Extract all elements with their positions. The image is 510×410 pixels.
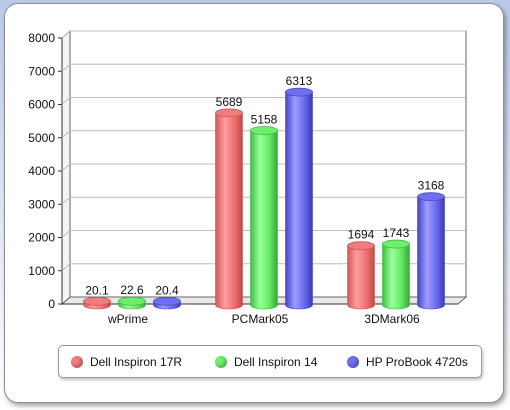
- legend-swatch-series-1: [71, 356, 83, 368]
- grid-lines: [61, 30, 466, 272]
- x-axis-ticks: wPrime PCMark05 3DMark06: [107, 312, 420, 326]
- y-axis-ticks: 0 1000 2000 3000 4000 5000 6000 7000 8000: [28, 31, 62, 311]
- bar-value-label: 20.1: [85, 283, 109, 297]
- bar-value-label: 1694: [348, 228, 375, 242]
- grid-line: [61, 230, 466, 238]
- grid-line: [61, 163, 466, 172]
- legend-label-series-3: HP ProBook 4720s: [366, 355, 468, 369]
- bar: [382, 239, 410, 310]
- bar-value-label: 22.6: [120, 283, 144, 297]
- bar-value-label: 20.4: [155, 283, 179, 297]
- legend-item-series-2: Dell Inspiron 14: [215, 355, 317, 369]
- legend-label-series-1: Dell Inspiron 17R: [90, 355, 183, 369]
- y-tick-label: 7000: [28, 64, 55, 78]
- legend-item-series-3: HP ProBook 4720s: [347, 355, 468, 369]
- grid-line: [61, 196, 466, 205]
- bar-value-label: 3168: [418, 179, 445, 193]
- grid-line: [61, 63, 466, 72]
- bar: [153, 296, 181, 310]
- bar: [347, 241, 375, 310]
- bar: [83, 296, 111, 310]
- y-tick-label: 3000: [28, 197, 55, 211]
- y-tick-label: 4000: [28, 164, 55, 178]
- y-tick-label: 0: [48, 297, 55, 311]
- legend-item-series-1: Dell Inspiron 17R: [71, 355, 182, 369]
- legend-swatch-series-3: [347, 356, 359, 368]
- bar: [215, 108, 243, 310]
- bar: [118, 296, 146, 310]
- legend-label-series-2: Dell Inspiron 14: [234, 355, 318, 369]
- x-tick-label: PCMark05: [232, 312, 289, 326]
- grid-line: [61, 263, 466, 272]
- bar: [417, 192, 445, 310]
- bars: 20.1 22.6 20.4 5689 5158 6313 1694 1743 3168: [83, 74, 445, 310]
- grid-line: [61, 30, 466, 39]
- x-tick-label: 3DMark06: [364, 312, 420, 326]
- legend-swatch-series-2: [215, 356, 227, 368]
- y-tick-label: 1000: [28, 264, 55, 278]
- grid-line: [61, 130, 466, 139]
- y-tick-label: 6000: [28, 98, 55, 112]
- bar-value-label: 6313: [286, 74, 313, 88]
- y-tick-label: 2000: [28, 231, 55, 245]
- y-tick-label: 8000: [28, 31, 55, 45]
- y-tick-label: 5000: [28, 131, 55, 145]
- x-tick-label: wPrime: [107, 312, 148, 326]
- grid-line: [61, 97, 466, 105]
- bar-value-label: 5158: [251, 112, 278, 126]
- bar-value-label: 1743: [383, 226, 410, 240]
- legend: Dell Inspiron 17R Dell Inspiron 14 HP Pr…: [58, 345, 482, 378]
- bar: [285, 87, 313, 310]
- bar: [250, 126, 278, 310]
- bar-value-label: 5689: [216, 95, 243, 109]
